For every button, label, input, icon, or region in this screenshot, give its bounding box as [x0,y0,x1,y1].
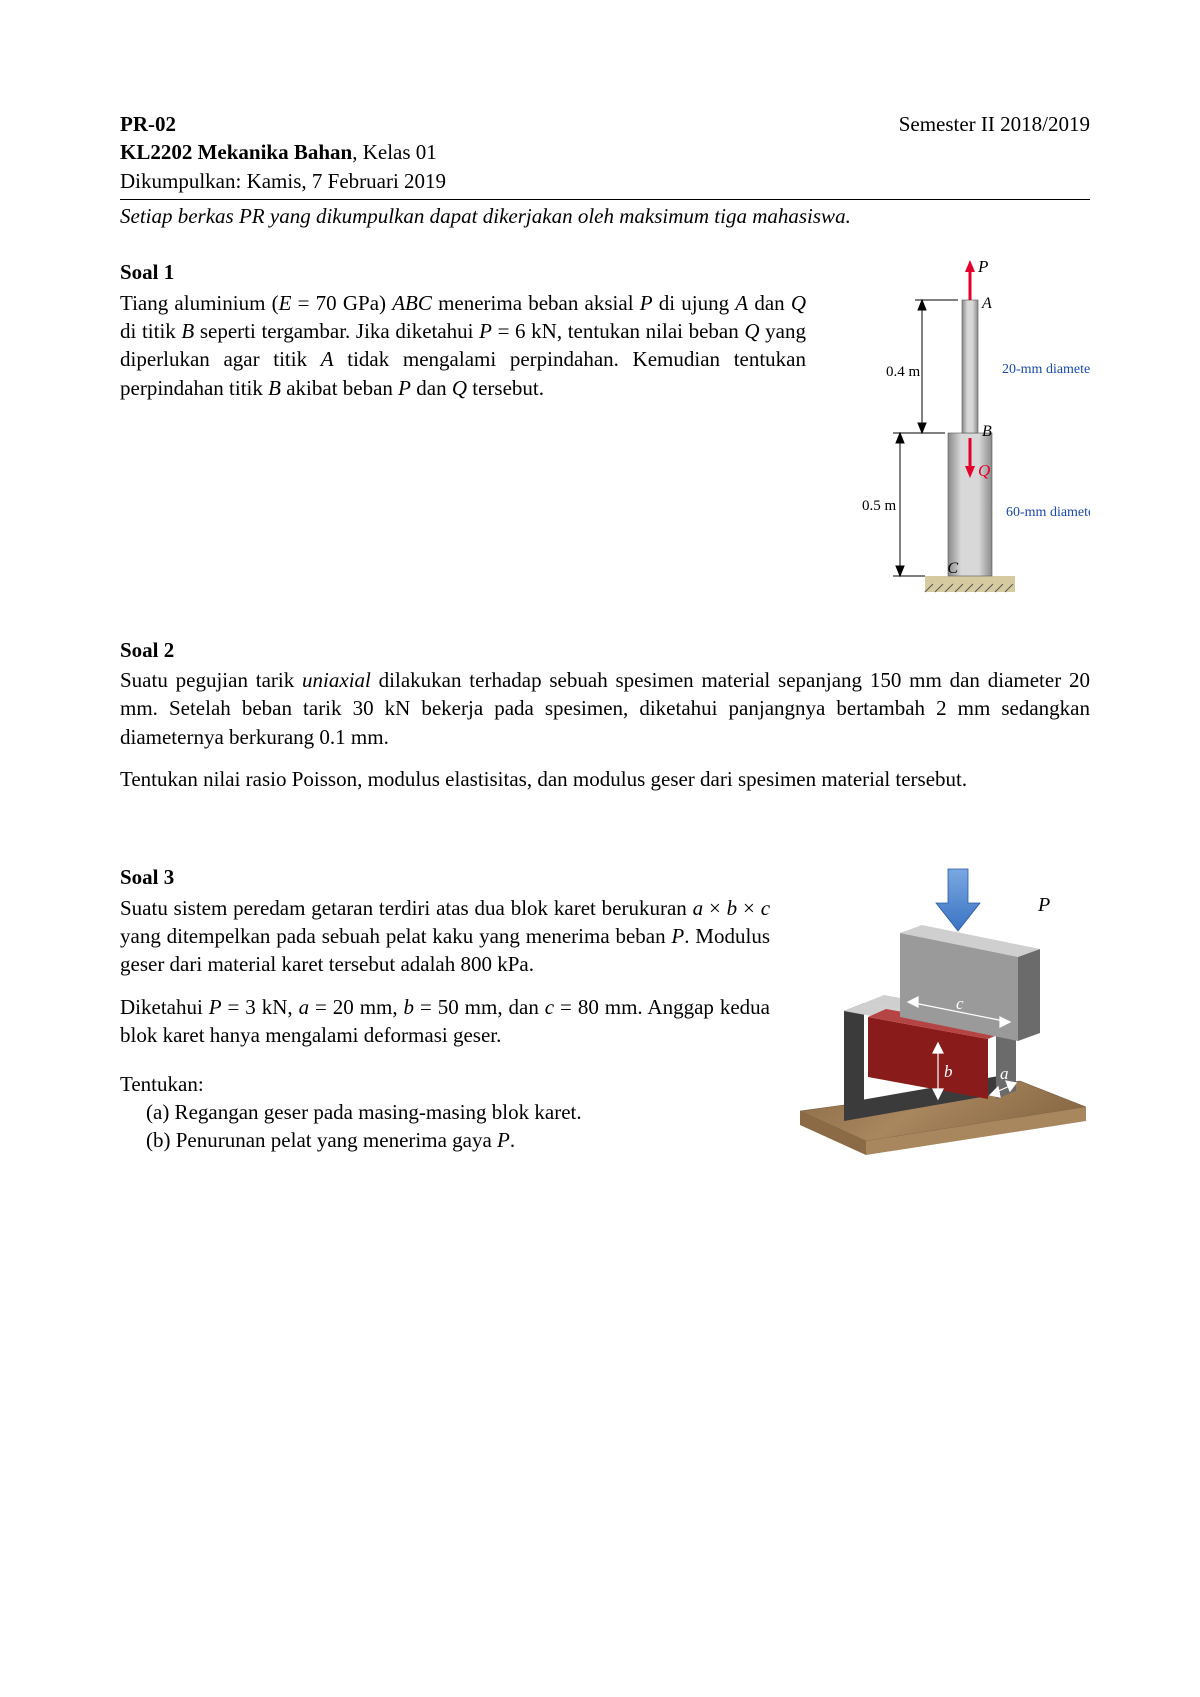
header-row: PR-02 Semester II 2018/2019 [120,110,1090,138]
svg-text:a: a [1000,1064,1009,1083]
soal-1-title: Soal 1 [120,258,806,286]
soal-3-text: Soal 3 Suatu sistem peredam getaran terd… [120,863,770,1154]
soal-2-p2: Tentukan nilai rasio Poisson, modulus el… [120,765,1090,793]
svg-text:B: B [982,423,992,440]
soal-3-figure: P c b [790,863,1090,1170]
soal-3: Soal 3 Suatu sistem peredam getaran terd… [120,863,1090,1170]
svg-text:0.5 m: 0.5 m [862,498,897,514]
svg-text:b: b [944,1062,953,1081]
svg-text:A: A [981,295,992,312]
svg-text:P: P [977,258,988,276]
semester-label: Semester II 2018/2019 [899,110,1090,138]
svg-text:0.4 m: 0.4 m [886,364,921,380]
course-line: KL2202 Mekanika Bahan, Kelas 01 [120,138,1090,166]
soal-2: Soal 2 Suatu pegujian tarik uniaxial dil… [120,636,1090,794]
force-p-arrow [936,869,980,931]
svg-text:Q: Q [978,461,990,480]
tentukan-label: Tentukan: [120,1070,770,1098]
assignment-code: PR-02 [120,110,176,138]
course-code: KL2202 Mekanika Bahan [120,140,352,164]
soal-3-item-a: (a) Regangan geser pada masing-masing bl… [146,1098,770,1126]
force-p-arrow [965,260,975,300]
svg-text:P: P [1037,894,1050,916]
base-block [925,576,1015,592]
damper-diagram: P c b [790,863,1090,1163]
svg-text:C: C [947,560,958,577]
header-note: Setiap berkas PR yang dikumpulkan dapat … [120,202,1090,230]
svg-text:60-mm diameter: 60-mm diameter [1006,505,1090,520]
soal-3-item-b: (b) Penurunan pelat yang menerima gaya P… [146,1126,770,1154]
column-diagram: P Q A B C [830,258,1090,598]
soal-1-figure: P Q A B C [830,258,1090,605]
soal-1-text: Soal 1 Tiang aluminium (E = 70 GPa) ABC … [120,258,806,605]
soal-1: Soal 1 Tiang aluminium (E = 70 GPa) ABC … [120,258,1090,605]
soal-2-p1: Suatu pegujian tarik uniaxial dilakukan … [120,666,1090,751]
soal-3-title: Soal 3 [120,863,770,891]
svg-text:c: c [956,994,964,1013]
soal-2-title: Soal 2 [120,636,1090,664]
header-divider [120,199,1090,200]
soal-3-list: (a) Regangan geser pada masing-masing bl… [120,1098,770,1155]
page: PR-02 Semester II 2018/2019 KL2202 Mekan… [0,0,1200,1697]
course-class: , Kelas 01 [352,140,437,164]
due-line: Dikumpulkan: Kamis, 7 Februari 2019 [120,167,1090,195]
svg-text:20-mm diameter: 20-mm diameter [1002,362,1090,377]
